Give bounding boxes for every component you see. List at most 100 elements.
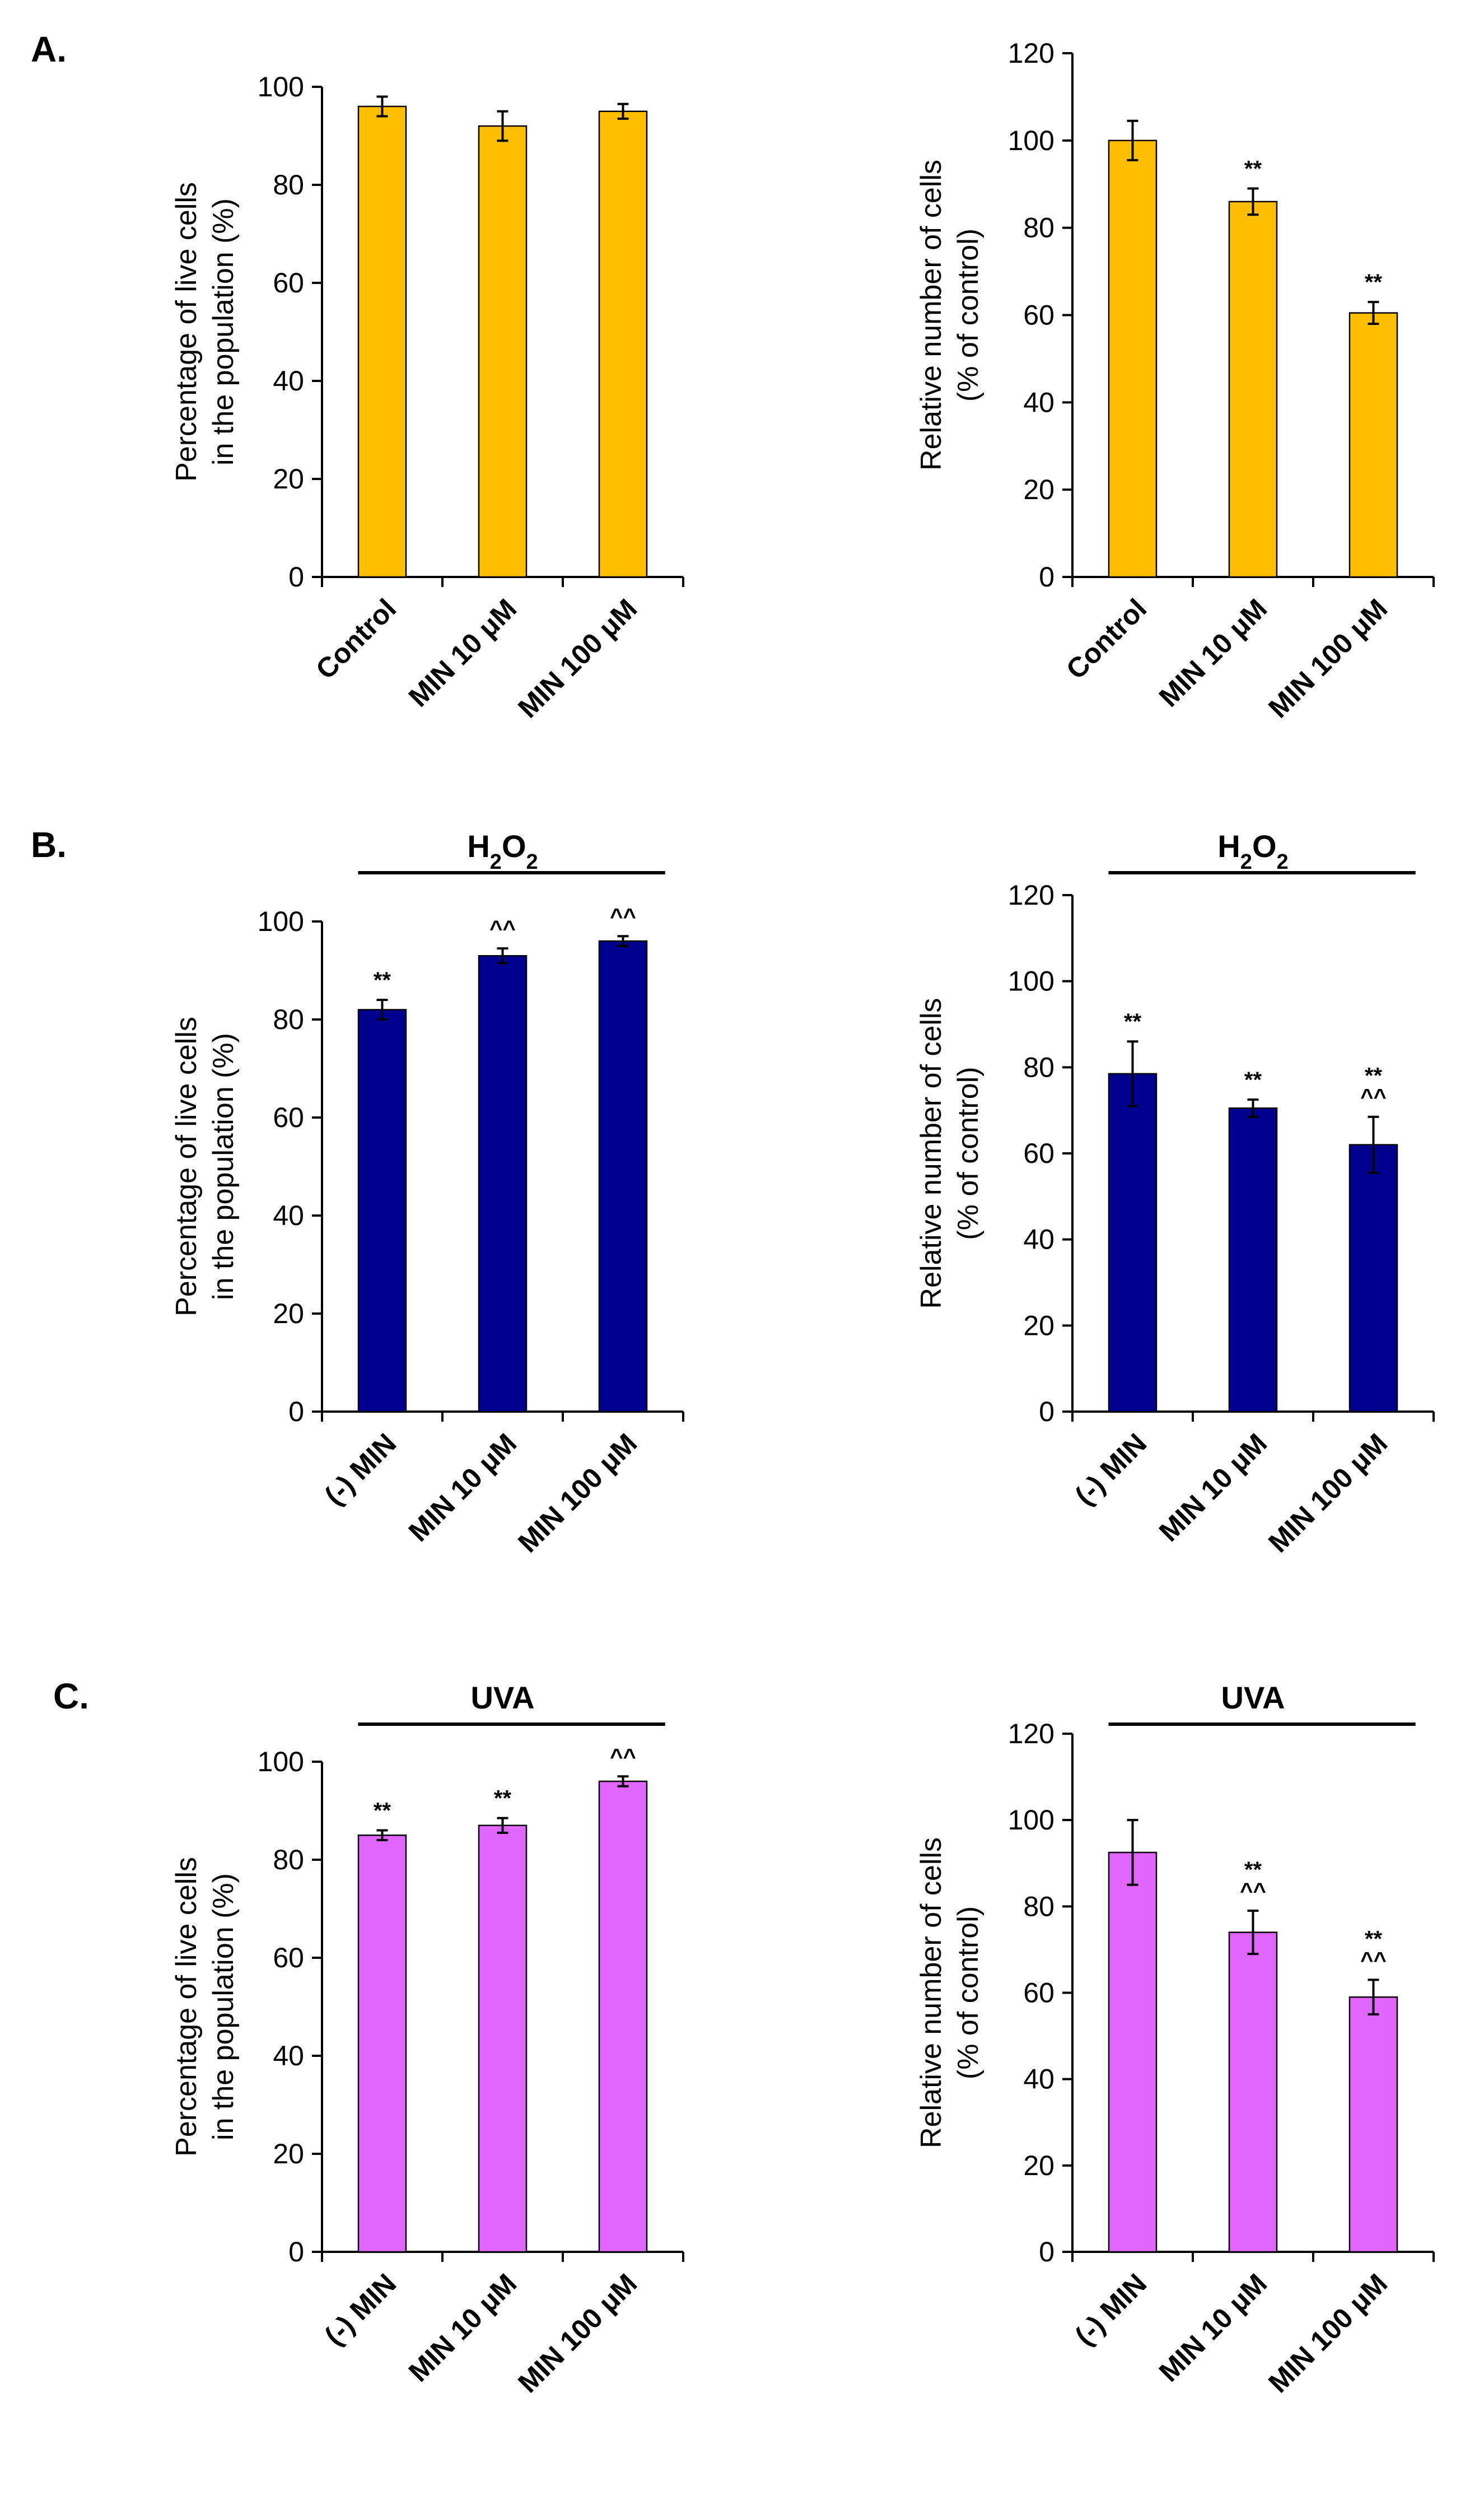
x-category-label: Control — [1060, 593, 1152, 685]
y-tick-label: 100 — [1008, 125, 1054, 156]
significance-marker: ** — [1244, 1068, 1262, 1092]
x-category-label: (-) MIN — [1069, 2268, 1153, 2352]
y-axis-label-line: Percentage of live cells — [170, 1017, 203, 1316]
significance-marker: ** — [1244, 157, 1262, 181]
significance-marker: ^^ — [610, 904, 636, 929]
bar — [357, 105, 407, 578]
x-category-label: MIN 100 μM — [1262, 2268, 1393, 2399]
y-axis-label-line: in the population (%) — [207, 198, 240, 465]
y-tick-label: 100 — [258, 1746, 304, 1777]
significance-marker: ** — [1124, 1009, 1142, 1034]
panel-label-a: A. — [31, 29, 67, 69]
y-tick-label: 120 — [1008, 1718, 1054, 1749]
y-tick-label: 0 — [288, 2236, 304, 2268]
y-tick-label: 60 — [1023, 1138, 1054, 1169]
chart-b-left: 0 20 40 60 80 100 Percentage of live cells in t… — [170, 828, 684, 1558]
y-tick-label: 120 — [1008, 38, 1054, 69]
x-category-label: MIN 10 μM — [1153, 2268, 1273, 2387]
y-tick-label: 0 — [288, 1396, 304, 1427]
significance-marker: ** — [1365, 270, 1383, 295]
condition-label: UVA — [470, 1680, 534, 1715]
chart-c-left: 0 20 40 60 80 100 Percentage of live cells in t… — [170, 1680, 684, 2399]
x-category-label: MIN 10 μM — [403, 593, 522, 713]
x-category-label: MIN 10 μM — [1153, 1427, 1273, 1547]
x-category-label: MIN 10 μM — [403, 1427, 522, 1547]
bar — [478, 125, 528, 578]
y-axis-label: Percentage of live cells in the populatio… — [170, 1017, 240, 1316]
y-tick-label: 80 — [1023, 1051, 1054, 1083]
y-tick-label: 80 — [273, 1004, 304, 1035]
significance-marker: ** — [494, 1786, 512, 1811]
condition-label: H2O2 — [467, 828, 538, 874]
y-tick-label: 0 — [1039, 561, 1054, 593]
y-axis-label-line: Relative number of cells — [915, 998, 948, 1309]
y-axis-label: Percentage of live cells in the populatio… — [170, 182, 240, 482]
y-axis-label: Relative number of cells (% of control) — [915, 1837, 984, 2148]
x-category-label: MIN 10 μM — [1153, 593, 1273, 713]
y-tick-label: 0 — [288, 561, 304, 593]
y-tick-label: 80 — [273, 169, 304, 201]
bar — [1228, 201, 1278, 578]
significance-marker: ^^ — [1240, 1879, 1266, 1903]
y-tick-label: 20 — [1023, 474, 1054, 505]
bar — [598, 1780, 648, 2253]
x-category-label: Control — [310, 593, 402, 685]
bar — [1348, 1144, 1398, 1413]
y-axis-label-line: (% of control) — [952, 229, 984, 402]
bar — [1348, 1996, 1398, 2253]
y-tick-label: 40 — [273, 2040, 304, 2071]
x-category-label: MIN 100 μM — [512, 1427, 643, 1558]
y-axis-label: Percentage of live cells in the populatio… — [170, 1857, 240, 2157]
bar — [1348, 312, 1398, 578]
bar — [357, 1835, 407, 2253]
bar — [357, 1009, 407, 1413]
y-tick-label: 40 — [273, 1200, 304, 1231]
significance-marker: ** — [374, 968, 391, 993]
y-tick-label: 60 — [273, 267, 304, 299]
y-axis-label-line: Percentage of live cells — [170, 1857, 203, 2157]
y-tick-label: 100 — [258, 71, 304, 103]
y-tick-label: 120 — [1008, 879, 1054, 911]
bar — [1228, 1931, 1278, 2253]
y-tick-label: 100 — [1008, 1804, 1054, 1836]
x-category-label: (-) MIN — [319, 1427, 403, 1511]
condition-label: H2O2 — [1217, 828, 1288, 874]
bar — [1108, 1073, 1158, 1413]
significance-marker: ** — [374, 1799, 391, 1823]
y-tick-label: 40 — [1023, 1224, 1054, 1255]
y-tick-label: 40 — [1023, 2064, 1054, 2095]
y-tick-label: 100 — [1008, 966, 1054, 997]
y-tick-label: 20 — [1023, 1310, 1054, 1341]
y-tick-label: 20 — [1023, 2150, 1054, 2181]
y-axis-label-line: (% of control) — [952, 1067, 984, 1240]
significance-marker: ** — [1244, 1857, 1262, 1882]
significance-marker: ^^ — [610, 1744, 636, 1769]
y-tick-label: 80 — [1023, 1891, 1054, 1922]
x-category-label: MIN 100 μM — [512, 593, 643, 724]
bar — [478, 955, 528, 1413]
y-tick-label: 60 — [273, 1102, 304, 1133]
bar — [598, 940, 648, 1413]
y-tick-label: 20 — [273, 463, 304, 495]
x-category-label: (-) MIN — [1069, 1427, 1153, 1511]
y-axis-label-line: Relative number of cells — [915, 1837, 948, 2148]
significance-marker: ** — [1365, 1926, 1383, 1951]
bar — [1108, 139, 1158, 578]
bar — [1108, 1851, 1158, 2253]
y-tick-label: 60 — [273, 1942, 304, 1973]
y-axis-label-line: in the population (%) — [207, 1033, 240, 1300]
y-tick-label: 0 — [1039, 1396, 1054, 1427]
chart-a-left: 0 20 40 60 80 100 Percentage of live cells in t… — [170, 71, 684, 724]
y-axis-label-line: Percentage of live cells — [170, 182, 203, 482]
x-category-label: MIN 100 μM — [1262, 1427, 1393, 1558]
y-tick-label: 80 — [1023, 212, 1054, 244]
bar — [598, 110, 648, 578]
y-axis-label: Relative number of cells (% of control) — [915, 160, 984, 471]
panel-label-c: C. — [53, 1676, 89, 1716]
y-axis-label-line: Relative number of cells — [915, 160, 948, 471]
y-axis-label-line: in the population (%) — [207, 1873, 240, 2140]
significance-marker: ^^ — [1360, 1948, 1387, 1972]
